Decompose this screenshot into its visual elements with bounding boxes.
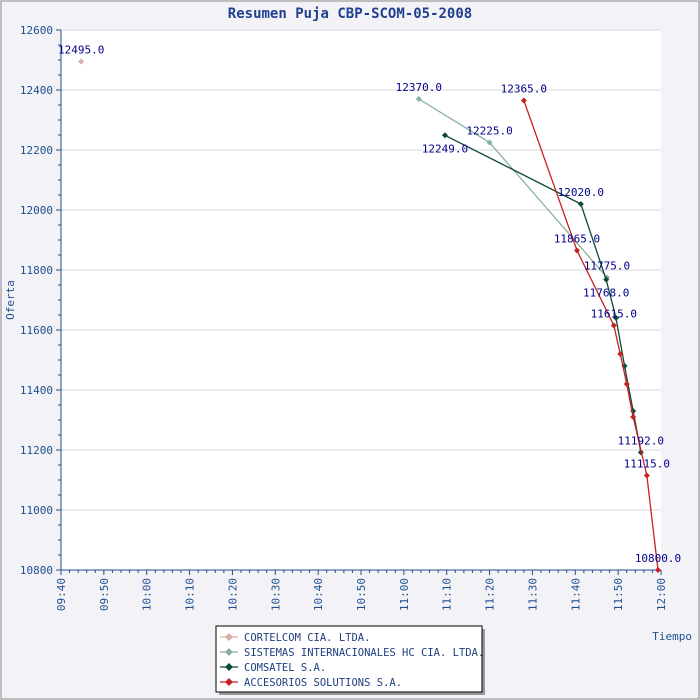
y-tick-label: 11200 bbox=[20, 444, 53, 457]
data-label: 11768.0 bbox=[583, 287, 629, 300]
data-point bbox=[617, 351, 624, 357]
data-point bbox=[415, 96, 422, 102]
x-tick-label: 11:50 bbox=[612, 578, 625, 611]
legend-entry: ACCESORIOS SOLUTIONS S.A. bbox=[244, 677, 402, 689]
data-point bbox=[577, 201, 584, 207]
data-point bbox=[655, 567, 661, 573]
data-label: 12495.0 bbox=[58, 44, 104, 57]
data-label: 11115.0 bbox=[624, 458, 670, 471]
series-line bbox=[523, 100, 659, 571]
legend-entry: SISTEMAS INTERNACIONALES HC CIA. LTDA. bbox=[244, 647, 484, 659]
data-point bbox=[78, 58, 85, 65]
legend-swatch-marker bbox=[225, 663, 233, 671]
y-axis-label: Oferta bbox=[4, 280, 17, 320]
data-label: 12020.0 bbox=[558, 186, 604, 199]
legend-entry: CORTELCOM CIA. LTDA. bbox=[244, 632, 370, 644]
x-tick-label: 10:10 bbox=[184, 578, 197, 611]
x-tick-label: 10:50 bbox=[355, 578, 368, 611]
y-tick-label: 11600 bbox=[20, 324, 53, 337]
legend-swatch-marker bbox=[225, 633, 233, 641]
data-point bbox=[574, 247, 580, 254]
x-tick-label: 09:50 bbox=[98, 578, 111, 611]
y-tick-label: 11000 bbox=[20, 504, 53, 517]
legend bbox=[215, 625, 483, 693]
x-tick-label: 10:40 bbox=[312, 578, 325, 611]
data-label: 11192.0 bbox=[618, 434, 664, 447]
x-tick-label: 10:20 bbox=[226, 578, 239, 611]
data-point bbox=[610, 322, 617, 329]
data-point bbox=[603, 276, 610, 283]
x-tick-label: 10:00 bbox=[141, 578, 154, 611]
data-label: 12370.0 bbox=[396, 81, 442, 94]
x-tick-label: 10:30 bbox=[269, 578, 282, 611]
x-tick-label: 09:40 bbox=[55, 578, 68, 611]
data-label: 12365.0 bbox=[501, 83, 547, 96]
y-tick-label: 11800 bbox=[20, 264, 53, 277]
legend-swatch-marker bbox=[225, 678, 233, 686]
y-tick-label: 12000 bbox=[20, 204, 53, 217]
x-axis-label: Tiempo bbox=[652, 630, 692, 643]
plot-area bbox=[61, 30, 661, 570]
y-tick-label: 12600 bbox=[20, 24, 53, 37]
data-point bbox=[643, 472, 650, 479]
y-tick-label: 12200 bbox=[20, 144, 53, 157]
y-tick-label: 12400 bbox=[20, 84, 53, 97]
x-tick-label: 11:10 bbox=[441, 578, 454, 611]
chart-title: Resumen Puja CBP-SCOM-05-2008 bbox=[228, 6, 472, 22]
data-point bbox=[520, 97, 527, 104]
y-tick-label: 11400 bbox=[20, 384, 53, 397]
legend-entry: COMSATEL S.A. bbox=[244, 662, 326, 674]
data-label: 11865.0 bbox=[554, 233, 600, 246]
data-point bbox=[613, 315, 619, 321]
x-tick-label: 11:40 bbox=[569, 578, 582, 611]
y-tick-label: 10800 bbox=[20, 564, 53, 577]
x-tick-label: 12:00 bbox=[655, 578, 668, 611]
data-label: 10800.0 bbox=[635, 552, 681, 565]
x-tick-label: 11:30 bbox=[526, 578, 539, 611]
data-label: 12249.0 bbox=[422, 142, 468, 155]
legend-swatch-marker bbox=[225, 648, 233, 656]
data-point bbox=[623, 381, 630, 387]
data-point bbox=[630, 414, 637, 420]
data-point bbox=[486, 139, 493, 146]
data-label: 12225.0 bbox=[466, 125, 512, 138]
x-tick-label: 11:00 bbox=[398, 578, 411, 611]
x-tick-label: 11:20 bbox=[484, 578, 497, 611]
data-point bbox=[442, 132, 448, 139]
data-label: 11775.0 bbox=[584, 260, 630, 273]
data-label: 11615.0 bbox=[591, 308, 637, 321]
